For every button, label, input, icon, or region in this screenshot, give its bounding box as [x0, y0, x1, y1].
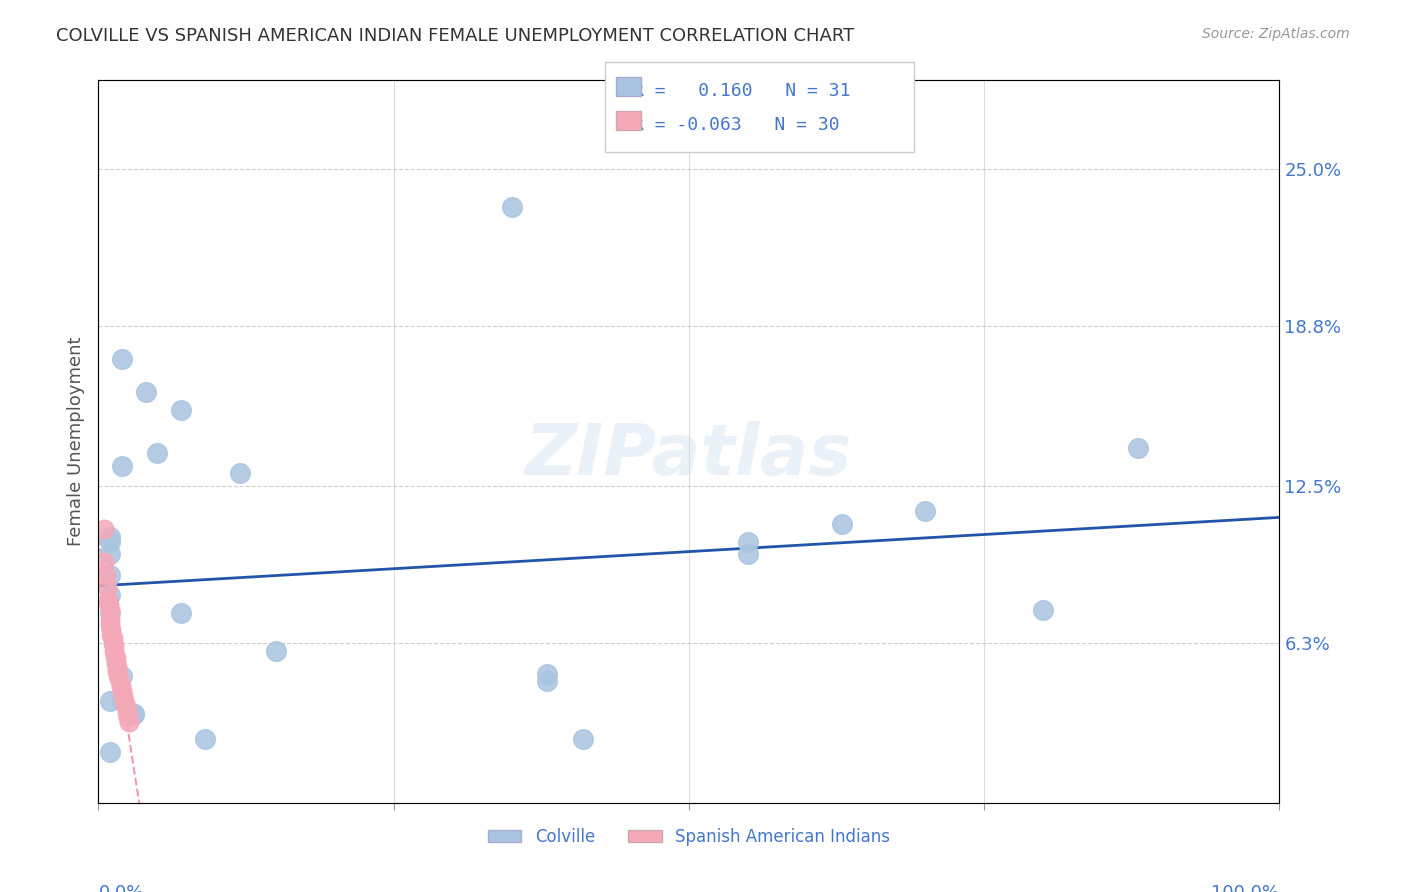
Point [229, 467, 252, 481]
Point [98, 618, 121, 632]
Point [98, 567, 121, 582]
Point [96, 580, 118, 594]
Point [98, 613, 121, 627]
Point [105, 659, 128, 673]
Point [118, 714, 141, 729]
Point [112, 690, 135, 704]
Point [98, 606, 121, 620]
Point [112, 694, 135, 708]
Point [170, 402, 193, 417]
Legend: Colville, Spanish American Indians: Colville, Spanish American Indians [481, 821, 897, 852]
Point [98, 603, 121, 617]
Point [831, 516, 853, 531]
Point [105, 651, 128, 665]
Point [111, 684, 134, 698]
Point [98, 547, 121, 561]
Point [104, 648, 127, 663]
Point [93, 555, 115, 569]
Point [114, 699, 136, 714]
Point [97, 593, 120, 607]
Point [108, 674, 131, 689]
Point [94, 567, 117, 582]
Point [111, 458, 134, 473]
Text: Source: ZipAtlas.com: Source: ZipAtlas.com [1202, 27, 1350, 41]
Point [501, 200, 523, 214]
Y-axis label: Female Unemployment: Female Unemployment [66, 337, 84, 546]
Point [103, 639, 125, 653]
Point [571, 732, 593, 747]
Point [146, 446, 169, 460]
Point [135, 385, 157, 400]
Point [170, 606, 193, 620]
Point [98, 598, 121, 612]
Point [1126, 441, 1149, 455]
Point [93, 522, 115, 536]
Text: ZIPatlas: ZIPatlas [526, 422, 852, 491]
Point [536, 674, 558, 689]
Point [194, 732, 217, 747]
Point [110, 679, 132, 693]
Point [100, 628, 122, 642]
Point [111, 694, 134, 708]
Point [103, 643, 125, 657]
Text: 100.0%: 100.0% [1212, 884, 1279, 892]
Text: R = -0.063   N = 30: R = -0.063 N = 30 [633, 116, 839, 134]
Point [101, 636, 124, 650]
Point [1032, 603, 1054, 617]
Point [107, 669, 129, 683]
Point [115, 705, 138, 719]
Point [100, 624, 122, 638]
Text: R =   0.160   N = 31: R = 0.160 N = 31 [633, 82, 851, 100]
Point [98, 694, 121, 708]
Point [264, 643, 287, 657]
Point [98, 588, 121, 602]
Point [111, 669, 134, 683]
Text: COLVILLE VS SPANISH AMERICAN INDIAN FEMALE UNEMPLOYMENT CORRELATION CHART: COLVILLE VS SPANISH AMERICAN INDIAN FEMA… [56, 27, 855, 45]
Point [98, 534, 121, 549]
Point [111, 352, 134, 367]
Point [737, 534, 759, 549]
Point [737, 547, 759, 561]
Point [105, 657, 128, 671]
Point [101, 631, 124, 645]
Point [122, 707, 145, 722]
Text: 0.0%: 0.0% [98, 884, 143, 892]
Point [98, 530, 121, 544]
Point [536, 666, 558, 681]
Point [105, 664, 128, 678]
Point [914, 504, 936, 518]
Point [117, 709, 139, 723]
Point [98, 745, 121, 759]
Point [122, 707, 145, 722]
